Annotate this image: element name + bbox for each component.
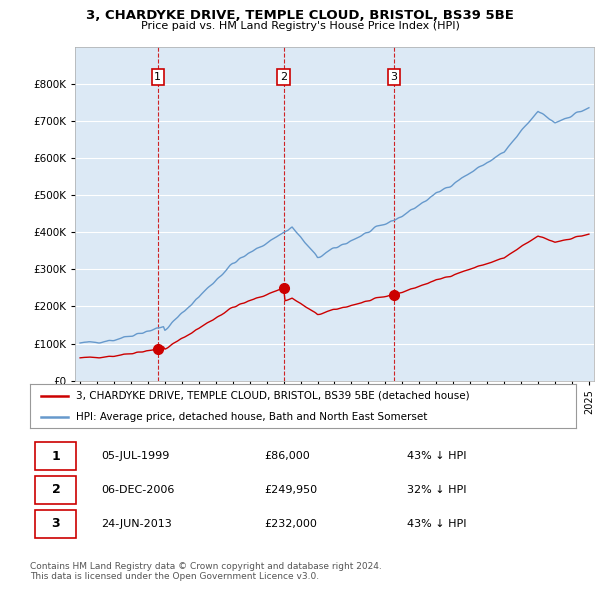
Text: £249,950: £249,950 [265, 485, 318, 495]
Text: HPI: Average price, detached house, Bath and North East Somerset: HPI: Average price, detached house, Bath… [76, 412, 428, 422]
Text: 43% ↓ HPI: 43% ↓ HPI [407, 451, 466, 461]
Text: 32% ↓ HPI: 32% ↓ HPI [407, 485, 466, 495]
Text: 43% ↓ HPI: 43% ↓ HPI [407, 519, 466, 529]
Text: £86,000: £86,000 [265, 451, 311, 461]
Text: 2: 2 [52, 483, 61, 497]
Text: 24-JUN-2013: 24-JUN-2013 [101, 519, 172, 529]
Text: Price paid vs. HM Land Registry's House Price Index (HPI): Price paid vs. HM Land Registry's House … [140, 21, 460, 31]
FancyBboxPatch shape [35, 442, 76, 470]
Text: 06-DEC-2006: 06-DEC-2006 [101, 485, 175, 495]
Text: £232,000: £232,000 [265, 519, 317, 529]
Text: 3, CHARDYKE DRIVE, TEMPLE CLOUD, BRISTOL, BS39 5BE (detached house): 3, CHARDYKE DRIVE, TEMPLE CLOUD, BRISTOL… [76, 391, 470, 401]
FancyBboxPatch shape [35, 510, 76, 537]
Text: 3, CHARDYKE DRIVE, TEMPLE CLOUD, BRISTOL, BS39 5BE: 3, CHARDYKE DRIVE, TEMPLE CLOUD, BRISTOL… [86, 9, 514, 22]
FancyBboxPatch shape [35, 476, 76, 504]
Text: 1: 1 [154, 72, 161, 82]
Text: 1: 1 [52, 450, 61, 463]
Text: Contains HM Land Registry data © Crown copyright and database right 2024.
This d: Contains HM Land Registry data © Crown c… [30, 562, 382, 581]
Text: 3: 3 [391, 72, 397, 82]
Text: 2: 2 [280, 72, 287, 82]
Text: 05-JUL-1999: 05-JUL-1999 [101, 451, 169, 461]
Text: 3: 3 [52, 517, 60, 530]
